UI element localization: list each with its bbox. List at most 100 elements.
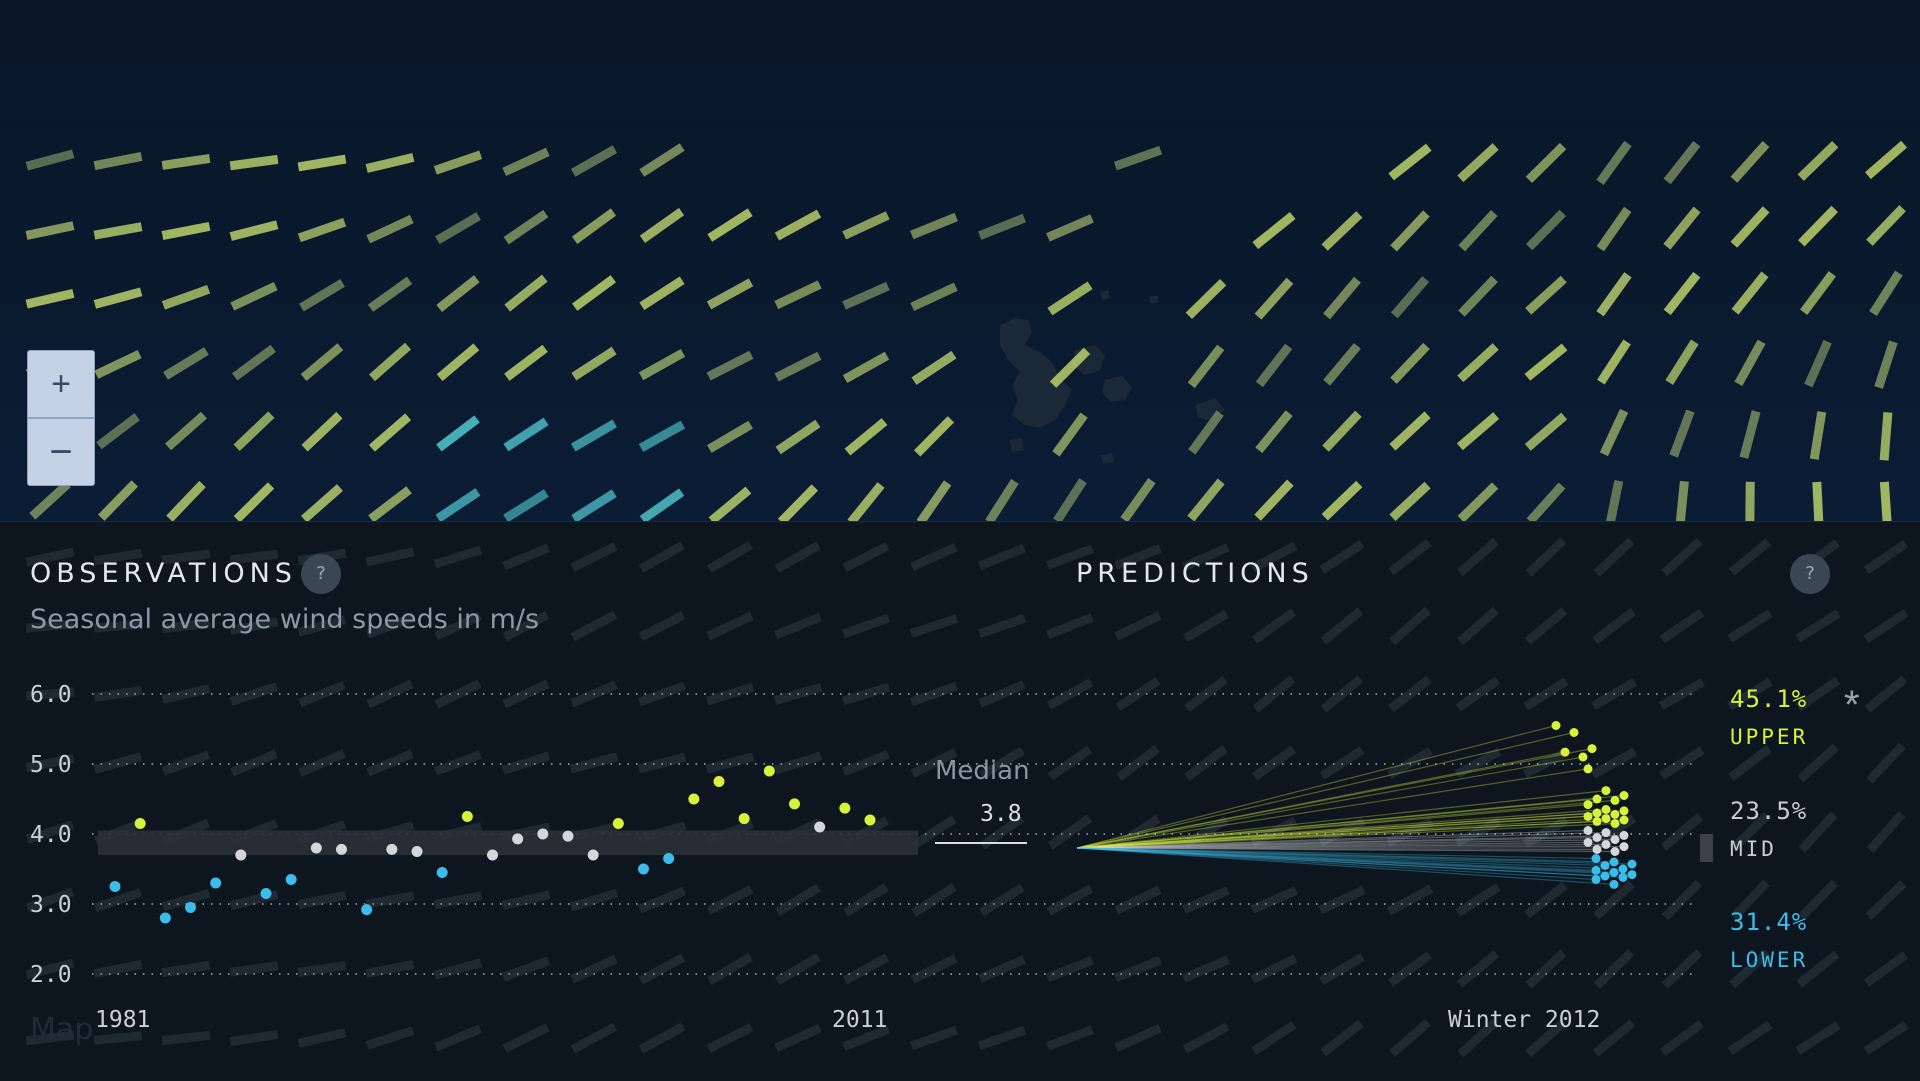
wind-vector: [642, 212, 681, 240]
wind-vector: [372, 346, 408, 378]
wind-vector: [1884, 482, 1887, 521]
wind-vector: [1394, 214, 1427, 249]
wind-vector: [232, 286, 275, 306]
wind-vector: [1460, 146, 1495, 178]
wind-vector: [1189, 282, 1223, 316]
wind-vector: [1600, 275, 1628, 314]
wind-vector: [298, 159, 345, 167]
wind-vector: [169, 484, 202, 519]
prediction-point: [1620, 831, 1629, 840]
wind-vector: [435, 155, 480, 171]
wind-vector: [920, 483, 947, 521]
wind-vector: [1393, 346, 1426, 381]
wind-vector: [94, 156, 141, 165]
observation-point: [286, 874, 297, 885]
wind-vector: [163, 289, 208, 305]
observation-point: [739, 813, 750, 824]
wind-vector: [437, 216, 478, 240]
observation-point: [235, 850, 246, 861]
wind-vector: [162, 226, 209, 235]
wind-vector: [1327, 280, 1358, 317]
wind-vector: [1734, 209, 1766, 244]
wind-vector: [1868, 144, 1904, 176]
prediction-point: [1584, 838, 1593, 847]
wind-vector: [912, 217, 956, 235]
observation-point: [663, 853, 674, 864]
wind-vector: [1817, 482, 1819, 521]
wind-vector: [99, 417, 137, 446]
observation-point: [386, 844, 397, 855]
wind-vector: [1461, 486, 1495, 520]
wind-vector: [709, 355, 752, 377]
lower-label: LOWER: [1730, 948, 1808, 972]
wind-map[interactable]: + −: [0, 0, 1920, 521]
prediction-point: [1592, 875, 1601, 884]
prediction-point: [1620, 842, 1629, 851]
wind-vector: [1048, 218, 1092, 237]
prediction-point: [1628, 860, 1637, 869]
wind-vector: [1050, 285, 1090, 311]
prediction-point: [1602, 786, 1611, 795]
prediction-point: [1611, 796, 1620, 805]
wind-vector: [844, 286, 888, 306]
observation-point: [814, 822, 825, 833]
wind-vector: [506, 493, 547, 518]
observation-point: [261, 888, 272, 899]
wind-vector: [1191, 481, 1221, 518]
wind-vector: [1601, 342, 1627, 382]
wind-vector: [440, 347, 477, 378]
wind-vector: [1804, 274, 1833, 312]
wind-vector: [1392, 415, 1427, 448]
prediction-point: [1584, 764, 1593, 773]
wind-vector: [1530, 486, 1562, 521]
observation-point: [487, 850, 498, 861]
wind-vector: [1801, 144, 1836, 177]
wind-vector: [299, 222, 344, 238]
zoom-in-button[interactable]: +: [27, 350, 95, 418]
wind-vector: [709, 282, 751, 305]
wind-vector: [642, 492, 681, 520]
observation-point: [110, 881, 121, 892]
wind-vector: [845, 356, 887, 379]
wind-vector: [438, 492, 478, 519]
prediction-point: [1620, 806, 1629, 815]
wind-vector: [96, 354, 139, 375]
wind-vector: [1327, 346, 1358, 383]
wind-vector: [777, 356, 820, 378]
prediction-point: [1628, 870, 1637, 879]
observation-point: [688, 794, 699, 805]
wind-vector: [1667, 209, 1697, 246]
observation-point: [135, 818, 146, 829]
wind-vector: [1528, 279, 1563, 311]
wind-vector: [27, 293, 74, 304]
wind-vector: [301, 283, 342, 308]
wind-vector: [371, 490, 409, 519]
wind-vector: [1529, 213, 1563, 247]
prediction-point: [1610, 880, 1619, 889]
prediction-point: [1561, 748, 1570, 757]
wind-vector: [1667, 275, 1697, 313]
chart-points: [110, 721, 1637, 924]
wind-vector: [304, 347, 341, 378]
zoom-out-button[interactable]: −: [27, 418, 95, 486]
prediction-point: [1584, 826, 1593, 835]
wind-vector: [95, 292, 141, 305]
y-tick-label: 5.0: [30, 752, 72, 778]
wind-vector: [573, 423, 614, 447]
observation-point: [563, 831, 574, 842]
median-value: 3.8: [980, 801, 1022, 827]
star-icon[interactable]: *: [1844, 683, 1860, 728]
prediction-point: [1602, 805, 1611, 814]
prediction-lines: [1077, 726, 1632, 885]
wind-vector: [32, 484, 67, 516]
wind-vector: [1391, 147, 1429, 177]
observation-point: [613, 818, 624, 829]
wind-vector: [1808, 342, 1827, 386]
prediction-point: [1611, 847, 1620, 856]
wind-vector: [305, 415, 340, 448]
wind-vector: [1259, 413, 1289, 450]
prediction-point: [1592, 854, 1601, 863]
wind-vector: [778, 424, 818, 451]
wind-vector: [1325, 214, 1360, 247]
wind-vector: [1669, 342, 1695, 383]
